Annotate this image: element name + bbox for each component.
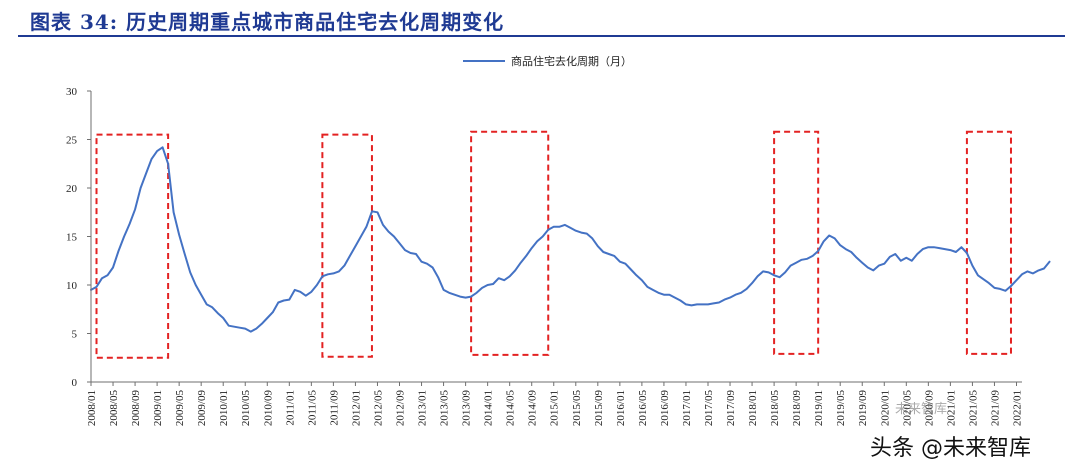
x-tick-label: 2008/09 [130,390,142,427]
highlight-period-box [95,133,170,359]
x-tick-label: 2009/05 [174,390,186,427]
x-tick-label: 2016/09 [659,390,671,427]
x-tick-label: 2014/01 [483,390,495,426]
figure-header: 图表 34: 历史周期重点城市商品住宅去化周期变化 [0,0,1080,40]
x-tick-label: 2010/05 [240,390,252,427]
x-tick-label: 2020/09 [923,390,935,427]
highlight-period-box [965,130,1012,355]
x-tick-label: 2019/01 [813,390,825,426]
x-tick-label: 2017/05 [703,390,715,427]
series-line [90,146,1051,333]
series-layer [90,146,1051,333]
x-tick-label: 2011/09 [328,390,340,426]
x-tick-label: 2011/05 [306,390,318,426]
y-tick-label: 15 [66,232,78,244]
x-tick-label: 2012/09 [394,390,406,427]
x-tick-label: 2021/05 [967,390,979,427]
figure-title: 图表 34: 历史周期重点城市商品住宅去化周期变化 [30,10,505,34]
y-tick-label: 25 [66,135,78,147]
y-tick-label: 5 [72,329,78,341]
x-tick-label: 2013/01 [417,390,429,426]
x-tick-label: 2008/05 [108,390,120,427]
x-tick-label: 2009/09 [196,390,208,427]
highlight-period-box [321,133,373,358]
watermark-logo-text: 未来智库 [895,402,948,417]
x-tick-label: 2012/01 [350,390,362,426]
x-tick-label: 2015/01 [549,390,561,426]
y-tick-label: 10 [66,280,78,292]
x-tick-label: 2013/05 [439,390,451,427]
x-tick-label: 2013/09 [461,390,473,427]
x-tick-label: 2020/01 [879,390,891,426]
x-tick-label: 2018/05 [769,390,781,427]
x-tick-label: 2011/01 [284,390,296,426]
x-tick-label: 2020/05 [901,390,913,427]
x-tick-label: 2008/01 [86,390,98,426]
x-tick-label: 2017/09 [725,390,737,427]
line-chart: 0 5 10 15 20 25 30 2008/01 2008/05 2008/09 2009/01… [66,54,1051,426]
x-tick-label: 2019/05 [835,390,847,427]
x-tick-label: 2016/05 [637,390,649,427]
axis-layer: 0 5 10 15 20 25 30 2008/01 2008/05 2008/09 2009/01… [66,86,1023,426]
x-tick-label: 2016/01 [615,390,627,426]
x-tick-label: 2009/01 [152,390,164,426]
highlight-layer [95,130,1012,359]
x-tick-label: 2015/09 [593,390,605,427]
watermark-text: 头条 @未来智库 [870,436,1031,461]
x-tick-label: 2015/05 [571,390,583,427]
header-rule [18,35,1065,37]
x-tick-label: 2021/01 [945,390,957,426]
x-tick-label: 2021/09 [989,390,1001,427]
x-tick-label: 2014/09 [527,390,539,427]
y-tick-label: 20 [66,183,78,195]
x-tick-label: 2018/01 [747,390,759,426]
x-tick-label: 2010/09 [262,390,274,427]
y-tick-label: 0 [72,377,78,389]
legend: 商品住宅去化周期（月） [463,54,632,68]
x-tick-label: 2014/05 [505,390,517,427]
y-tick-label: 30 [66,86,78,98]
x-tick-label: 2010/01 [218,390,230,426]
x-tick-label: 2022/01 [1011,390,1023,426]
x-tick-label: 2012/05 [372,390,384,427]
x-tick-label: 2018/09 [791,390,803,427]
x-tick-label: 2019/09 [857,390,869,427]
legend-label: 商品住宅去化周期（月） [511,54,632,68]
x-tick-label: 2017/01 [681,390,693,426]
highlight-period-box [773,130,820,355]
